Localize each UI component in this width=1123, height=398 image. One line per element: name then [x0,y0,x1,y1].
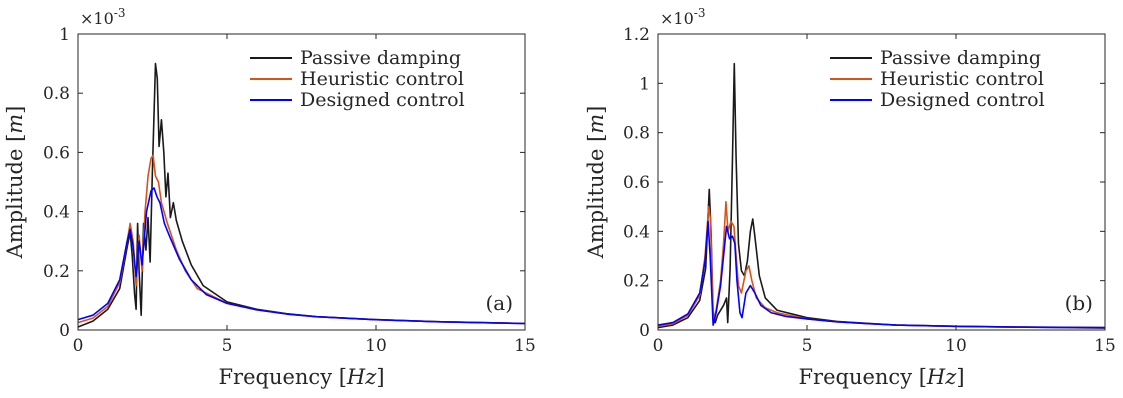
y-tick-label: 0.8 [623,124,650,144]
series-line-heuristic-control [657,200,1106,329]
y-tick-label: 0.8 [43,84,70,104]
x-tick-label: 15 [1094,336,1116,356]
panel-tag: (a) [485,291,513,315]
panel-tag: (b) [1065,291,1093,315]
x-tick-label: 0 [653,336,664,356]
y-tick-label: 1 [59,25,70,45]
y-tick-label: 0.4 [43,203,70,223]
y-tick-label: 1 [639,74,650,94]
y-tick-label: 0.6 [43,143,70,163]
chart-panel-b: 0 5 10 15 0 0.2 0.4 0.6 0.8 1 1.2 ×10-3 Frequency [H… [584,6,1116,389]
y-tick-label: 0 [639,321,650,341]
axes-box [77,33,526,331]
series-line-designed-control [77,187,526,325]
legend-entry: Designed control [880,89,1045,111]
y-exponent-label: ×10-3 [660,6,705,28]
chart-panel-a: 0 5 10 15 0 0.2 0.4 0.6 0.8 1 ×10-3 Frequency [Hz] A… [3,6,536,389]
y-tick-label: 0.2 [43,262,70,282]
y-exponent-label: ×10-3 [80,6,125,28]
y-tick-label: 0.4 [623,222,650,242]
legend-entry: Designed control [300,89,465,111]
x-tick-label: 5 [802,336,813,356]
y-tick-label: 0 [59,321,70,341]
series-line-passive-damping [657,62,1106,329]
series-line-passive-damping [77,62,526,328]
y-tick-label: 0.6 [623,173,650,193]
legend-entry: Heuristic control [300,68,464,90]
legend-entry: Heuristic control [880,68,1044,90]
legend-entry: Passive damping [300,47,461,69]
y-axis-label: Amplitude [m] [584,106,608,260]
x-tick-label: 10 [945,336,967,356]
y-tick-label: 0.2 [623,272,650,292]
x-tick-label: 0 [73,336,84,356]
y-tick-label: 1.2 [623,25,650,45]
x-tick-label: 10 [365,336,387,356]
y-axis-label: Amplitude [m] [3,106,27,260]
series-line-designed-control [657,220,1106,329]
x-tick-label: 5 [222,336,233,356]
x-axis-label: Frequency [Hz] [218,365,384,389]
legend-entry: Passive damping [880,47,1041,69]
x-tick-label: 15 [514,336,536,356]
x-axis-label: Frequency [Hz] [798,365,964,389]
